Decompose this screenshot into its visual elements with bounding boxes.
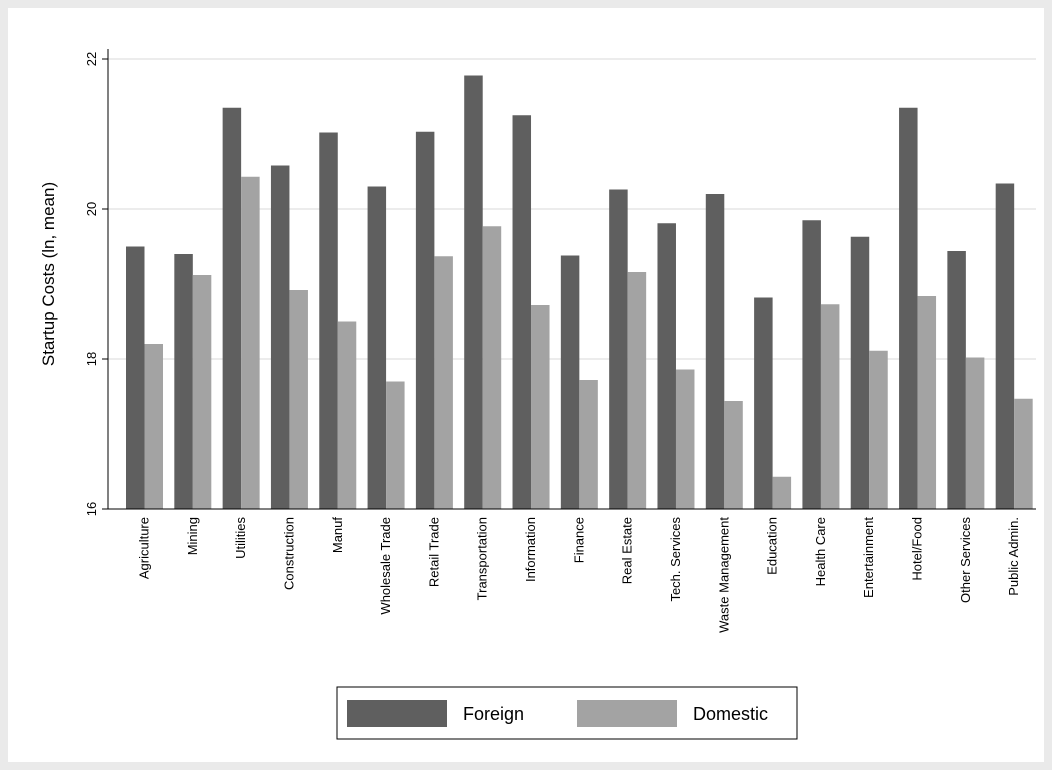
x-tick-label: Other Services bbox=[958, 517, 973, 603]
x-tick-label: Tech. Services bbox=[668, 517, 683, 602]
y-axis-title: Startup Costs (ln, mean) bbox=[39, 182, 58, 366]
x-tick-label: Manuf bbox=[330, 517, 345, 554]
bar-foreign-waste-management bbox=[705, 194, 725, 509]
x-tick-label: Health Care bbox=[813, 517, 828, 586]
x-tick-label: Waste Management bbox=[716, 517, 731, 633]
bar-foreign-information bbox=[512, 115, 532, 509]
x-tick-label: Information bbox=[523, 517, 538, 582]
bar-foreign-tech-services bbox=[657, 223, 676, 509]
y-tick-label: 20 bbox=[84, 202, 99, 216]
bar-domestic-agriculture bbox=[144, 344, 163, 509]
bar-domestic-manuf bbox=[337, 321, 357, 509]
legend-swatch-foreign bbox=[347, 700, 447, 727]
bar-foreign-entertainment bbox=[850, 236, 870, 509]
x-tick-label: Agriculture bbox=[137, 517, 152, 579]
bar-domestic-waste-management bbox=[724, 401, 743, 509]
bar-foreign-education bbox=[754, 297, 773, 509]
bar-foreign-health-care bbox=[802, 220, 821, 509]
x-tick-label: Construction bbox=[281, 517, 296, 590]
x-tick-label: Retail Trade bbox=[426, 517, 441, 587]
x-tick-label: Real Estate bbox=[620, 517, 635, 584]
bar-domestic-other-services bbox=[965, 357, 985, 509]
bar-domestic-finance bbox=[579, 380, 598, 509]
bar-foreign-utilities bbox=[222, 107, 242, 509]
bar-domestic-information bbox=[531, 305, 550, 509]
bar-foreign-wholesale-trade bbox=[367, 186, 387, 509]
bar-domestic-education bbox=[772, 476, 792, 509]
bar-domestic-hotel-food bbox=[917, 296, 937, 509]
bar-domestic-real-estate bbox=[627, 272, 647, 509]
bar-foreign-manuf bbox=[319, 132, 338, 509]
bar-domestic-utilities bbox=[241, 176, 260, 509]
x-tick-label: Entertainment bbox=[861, 517, 876, 598]
bar-foreign-hotel-food bbox=[899, 107, 918, 509]
bar-domestic-entertainment bbox=[869, 350, 888, 509]
legend-label-domestic: Domestic bbox=[693, 704, 768, 724]
bar-domestic-public-admin bbox=[1014, 398, 1033, 509]
x-tick-label: Finance bbox=[571, 517, 586, 563]
x-tick-label: Public Admin. bbox=[1006, 517, 1021, 596]
bar-foreign-other-services bbox=[947, 251, 966, 509]
legend-swatch-domestic bbox=[577, 700, 677, 727]
x-tick-label: Hotel/Food bbox=[910, 517, 925, 581]
bar-foreign-mining bbox=[174, 254, 193, 509]
bar-foreign-finance bbox=[560, 255, 580, 509]
x-tick-label: Wholesale Trade bbox=[378, 517, 393, 615]
bar-domestic-retail-trade bbox=[434, 256, 453, 509]
bar-foreign-public-admin bbox=[995, 183, 1015, 509]
bar-foreign-retail-trade bbox=[415, 131, 435, 509]
bar-domestic-health-care bbox=[820, 304, 840, 509]
x-tick-label: Education bbox=[765, 517, 780, 575]
bar-domestic-tech-services bbox=[675, 369, 695, 509]
bar-domestic-transportation bbox=[482, 226, 502, 509]
bar-foreign-real-estate bbox=[609, 189, 628, 509]
bar-foreign-agriculture bbox=[126, 246, 145, 509]
bar-domestic-construction bbox=[289, 290, 308, 509]
y-tick-label: 16 bbox=[84, 502, 99, 516]
y-tick-label: 22 bbox=[84, 52, 99, 66]
y-tick-label: 18 bbox=[84, 352, 99, 366]
x-tick-label: Mining bbox=[185, 517, 200, 555]
legend-label-foreign: Foreign bbox=[463, 704, 524, 724]
x-tick-label: Transportation bbox=[475, 517, 490, 600]
bar-domestic-wholesale-trade bbox=[386, 381, 405, 509]
legend: Foreign Domestic bbox=[336, 686, 798, 740]
bar-domestic-mining bbox=[192, 275, 212, 509]
bar-foreign-transportation bbox=[464, 75, 483, 509]
x-tick-label: Utilities bbox=[233, 517, 248, 559]
bar-foreign-construction bbox=[270, 165, 290, 509]
